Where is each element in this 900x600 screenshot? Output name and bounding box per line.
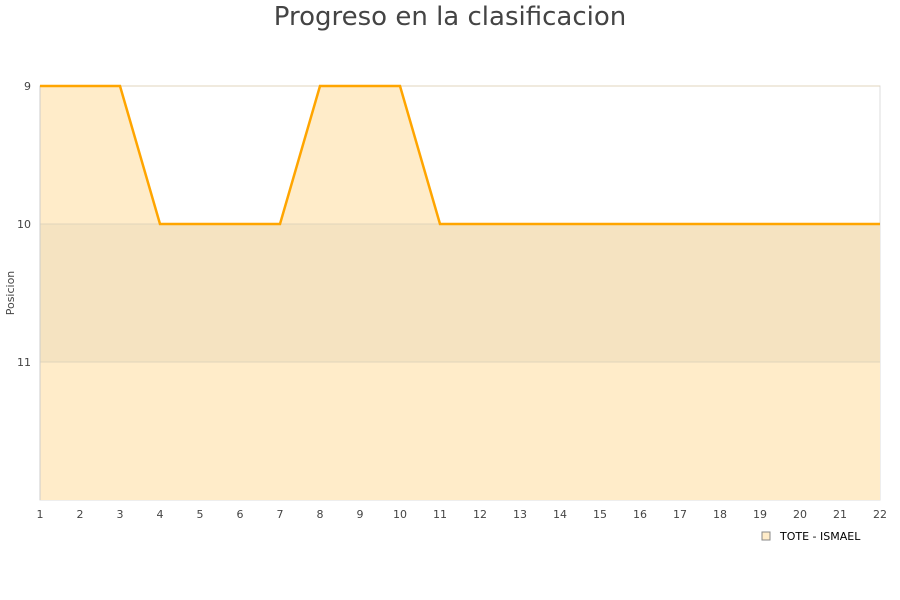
x-tick-label: 16: [633, 508, 647, 521]
y-axis-label: Posicion: [4, 271, 17, 316]
x-tick-label: 21: [833, 508, 847, 521]
x-tick-label: 6: [237, 508, 244, 521]
y-tick-label: 10: [17, 218, 31, 231]
highlight-band: [40, 224, 880, 362]
x-tick-label: 9: [357, 508, 364, 521]
x-tick-label: 14: [553, 508, 567, 521]
x-tick-label: 12: [473, 508, 487, 521]
x-tick-label: 15: [593, 508, 607, 521]
x-tick-label: 19: [753, 508, 767, 521]
chart-title: Progreso en la clasificacion: [274, 2, 626, 32]
x-tick-label: 1: [37, 508, 44, 521]
series-line: [40, 84, 880, 226]
x-tick-label: 10: [393, 508, 407, 521]
x-tick-label: 5: [197, 508, 204, 521]
x-tick-label: 18: [713, 508, 727, 521]
legend-swatch: [761, 531, 771, 541]
x-tick-label: 13: [513, 508, 527, 521]
x-tick-label: 8: [317, 508, 324, 521]
x-tick-label: 11: [433, 508, 447, 521]
legend[interactable]: TOTE - ISMAEL: [761, 530, 861, 543]
x-tick-label: 2: [77, 508, 84, 521]
x-tick-label: 4: [157, 508, 164, 521]
x-tick-label: 20: [793, 508, 807, 521]
x-tick-label: 17: [673, 508, 687, 521]
x-tick-label: 7: [277, 508, 284, 521]
x-tick-label: 3: [117, 508, 124, 521]
y-tick-label: 9: [24, 80, 31, 93]
x-tick-label: 22: [873, 508, 887, 521]
legend-label: TOTE - ISMAEL: [779, 530, 861, 543]
y-tick-label: 11: [17, 356, 31, 369]
